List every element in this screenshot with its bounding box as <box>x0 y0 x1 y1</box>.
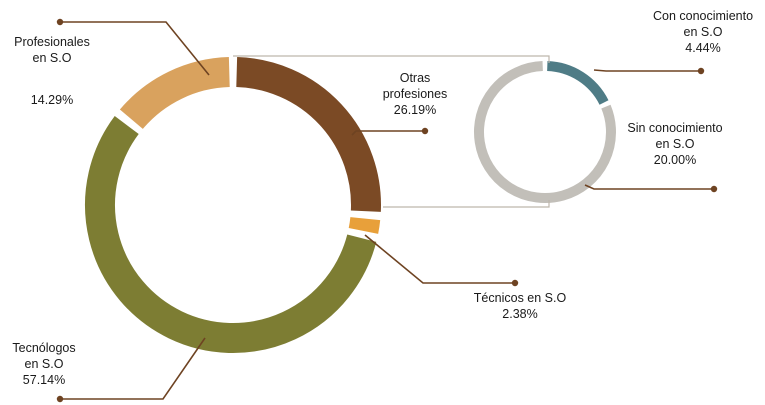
slice-value-profesionales-en-s-o: 14.29% <box>31 93 73 107</box>
leader-line-sin-conocimiento-en-s-o <box>584 184 714 190</box>
leader-dot-profesionales-en-s-o <box>56 18 64 26</box>
leader-dot-tecnicos-en-s-o <box>511 279 519 287</box>
slice-label-profesionales-en-s-o: en S.O <box>33 51 72 65</box>
slice-label-tecnicos-en-s-o: Técnicos en S.O <box>474 291 567 305</box>
slice-tecnicos-en-s-o <box>348 216 381 234</box>
slice-sin-conocimiento-en-s-o <box>474 61 616 203</box>
slice-value-con-conocimiento-en-s-o: 4.44% <box>685 41 720 55</box>
leader-dot-sin-conocimiento-en-s-o <box>710 185 718 193</box>
slice-label-sin-conocimiento-en-s-o: Sin conocimiento <box>627 121 722 135</box>
leader-line-tecnologos-en-s-o <box>60 337 206 400</box>
slice-value-otras-profesiones: 26.19% <box>394 103 436 117</box>
leader-dot-con-conocimiento-en-s-o <box>697 67 705 75</box>
slice-label-profesionales-en-s-o: Profesionales <box>14 35 90 49</box>
slice-label-tecnologos-en-s-o: Tecnólogos <box>12 341 75 355</box>
slice-label-tecnologos-en-s-o: en S.O <box>25 357 64 371</box>
leader-line-otras-profesiones <box>351 130 425 136</box>
slice-label-otras-profesiones: Otras <box>400 71 431 85</box>
slice-label-con-conocimiento-en-s-o: Con conocimiento <box>653 9 753 23</box>
slice-value-sin-conocimiento-en-s-o: 20.00% <box>654 153 696 167</box>
connector-line-bottom <box>383 200 550 208</box>
leader-line-tecnicos-en-s-o <box>364 234 515 284</box>
leader-line-con-conocimiento-en-s-o <box>593 69 701 72</box>
slice-label-con-conocimiento-en-s-o: en S.O <box>684 25 723 39</box>
slice-value-tecnicos-en-s-o: 2.38% <box>502 307 537 321</box>
slice-tecnologos-en-s-o <box>85 116 377 353</box>
leader-dot-otras-profesiones <box>421 127 429 135</box>
leader-line-profesionales-en-s-o <box>60 21 210 76</box>
slice-otras-profesiones <box>235 57 381 212</box>
connector-line-top <box>233 55 550 63</box>
leader-dot-tecnologos-en-s-o <box>56 395 64 403</box>
slice-profesionales-en-s-o <box>119 57 231 130</box>
slice-con-conocimiento-en-s-o <box>546 61 609 105</box>
slice-label-otras-profesiones: profesiones <box>383 87 448 101</box>
slice-value-tecnologos-en-s-o: 57.14% <box>23 373 65 387</box>
slice-label-sin-conocimiento-en-s-o: en S.O <box>656 137 695 151</box>
